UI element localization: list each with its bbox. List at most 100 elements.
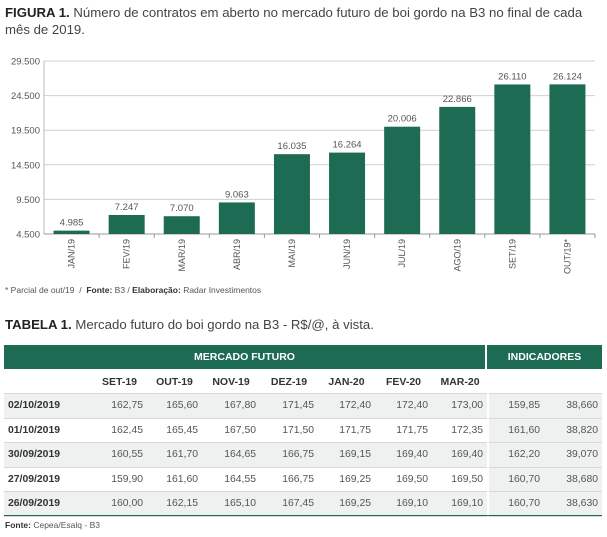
y-tick-label: 24.500 [11, 91, 40, 102]
table-row: 26/09/2019 160,00 162,15 165,10 167,45 1… [4, 491, 602, 517]
table-cell: 171,75 [375, 417, 432, 443]
table-row: 02/10/2019 162,75 165,60 167,80 171,45 1… [4, 393, 602, 419]
bar-chart: 4.500 9.500 14.500 19.500 24.500 29.500 4.985 J… [11, 57, 596, 274]
table-cell: 169,10 [432, 491, 488, 517]
indicator-cell: 38,630 [544, 491, 602, 517]
futures-table: SET-19 OUT-19 NOV-19 DEZ-19 JAN-20 FEV-2… [4, 370, 602, 517]
y-tick-label: 14.500 [11, 160, 40, 171]
table-cell: 169,25 [318, 491, 375, 517]
bar-value-label: 20.006 [388, 114, 417, 125]
bar [218, 202, 255, 234]
column-header-indicator [488, 370, 544, 394]
table-cell: 166,75 [260, 466, 318, 492]
bar [163, 216, 200, 234]
table-title-text: Mercado futuro do boi gordo na B3 - R$/@… [75, 317, 374, 332]
x-tick-label: MAR/19 [177, 239, 187, 272]
bar [329, 152, 366, 234]
table-row: 01/10/2019 162,45 165,45 167,50 171,50 1… [4, 417, 602, 443]
table-cell: 169,50 [375, 466, 432, 492]
bar [384, 126, 421, 234]
table-row: 30/09/2019 160,55 161,70 164,65 166,75 1… [4, 442, 602, 468]
table-title: TABELA 1. Mercado futuro do boi gordo na… [5, 317, 374, 332]
table-cell: 162,15 [147, 491, 202, 517]
x-tick-label: SET/19 [507, 239, 517, 269]
x-tick-label: FEV/19 [122, 239, 132, 269]
table-cell: 160,00 [92, 491, 147, 517]
footnote-elaboration-value: Radar Investimentos [183, 285, 262, 295]
indicator-cell: 161,60 [487, 417, 544, 443]
x-tick-label: JUL/19 [397, 239, 407, 268]
table-cell: 172,35 [432, 417, 488, 443]
column-header: JAN-20 [328, 375, 365, 388]
indicator-cell: 159,85 [487, 393, 544, 419]
table-cell: 161,70 [147, 442, 202, 468]
table-cell: 167,50 [202, 417, 260, 443]
figure-title-text: Número de contratos em aberto no mercado… [5, 5, 583, 37]
table-label: TABELA 1. [5, 317, 72, 332]
table-bottom-rule [4, 515, 602, 516]
table-cell: 169,10 [375, 491, 432, 517]
table-cell: 169,15 [318, 442, 375, 468]
y-tick-label: 29.500 [11, 57, 40, 68]
table-cell: 165,60 [147, 393, 202, 419]
table-cell: 171,45 [260, 393, 318, 419]
table-cell: 165,10 [202, 491, 260, 517]
table-cell: 172,40 [375, 393, 432, 419]
bar-value-label: 16.264 [333, 140, 362, 151]
header-mercado-futuro: MERCADO FUTURO [4, 345, 485, 369]
table-cell: 169,50 [432, 466, 488, 492]
indicator-cell: 160,70 [487, 466, 544, 492]
bar-value-label: 7.070 [170, 203, 194, 214]
table-cell: 164,65 [202, 442, 260, 468]
bar [108, 214, 145, 234]
footnote-separator: / [79, 285, 82, 295]
bar-value-label: 7.247 [115, 202, 139, 213]
table-cell: 171,75 [318, 417, 375, 443]
x-tick-label: JUN/19 [342, 239, 352, 269]
footnote-elaboration-label: Elaboração: [132, 285, 181, 295]
row-date: 27/09/2019 [4, 466, 92, 492]
table-cell: 171,50 [260, 417, 318, 443]
table-cell: 165,45 [147, 417, 202, 443]
bar [549, 84, 586, 234]
table-cell: 160,55 [92, 442, 147, 468]
table-cell: 162,75 [92, 393, 147, 419]
column-header: FEV-20 [385, 375, 422, 388]
row-date: 30/09/2019 [4, 442, 92, 468]
indicator-cell: 38,820 [544, 417, 602, 443]
table-cell: 167,80 [202, 393, 260, 419]
table-cell: 169,25 [318, 466, 375, 492]
table-cell: 166,75 [260, 442, 318, 468]
bar [439, 106, 476, 234]
table-cell: 167,45 [260, 491, 318, 517]
column-header-row: SET-19 OUT-19 NOV-19 DEZ-19 JAN-20 FEV-2… [4, 370, 602, 394]
table-row: 27/09/2019 159,90 161,60 164,55 166,75 1… [4, 466, 602, 492]
chart-footnote: * Parcial de out/19 / Fonte: B3 / Elabor… [5, 285, 261, 295]
table-cell: 169,40 [432, 442, 488, 468]
source-value: Cepea/Esalq - B3 [33, 520, 100, 530]
table-source: Fonte: Cepea/Esalq - B3 [5, 520, 100, 530]
y-tick-label: 4.500 [16, 230, 40, 241]
x-tick-label: AGO/19 [452, 239, 462, 272]
row-date: 26/09/2019 [4, 491, 92, 517]
table-cell: 164,55 [202, 466, 260, 492]
footnote-source-value: B3 / [114, 285, 130, 295]
table-cell: 172,40 [318, 393, 375, 419]
source-label: Fonte: [5, 520, 31, 530]
figure-title: FIGURA 1. Número de contratos em aberto … [5, 4, 603, 38]
column-header: MAR-20 [440, 375, 480, 388]
column-header: NOV-19 [212, 375, 250, 388]
table-cell: 169,40 [375, 442, 432, 468]
bar-value-label: 16.035 [277, 141, 306, 152]
indicator-cell: 162,20 [487, 442, 544, 468]
y-tick-label: 9.500 [16, 195, 40, 206]
table-cell: 173,00 [432, 393, 488, 419]
figure-label: FIGURA 1. [5, 5, 70, 20]
bar-value-label: 4.985 [60, 218, 84, 229]
x-tick-label: JAN/19 [67, 239, 77, 269]
bar [494, 84, 531, 234]
table-cell: 161,60 [147, 466, 202, 492]
header-indicadores: INDICADORES [487, 345, 602, 369]
column-header: OUT-19 [156, 375, 193, 388]
bar [53, 230, 90, 234]
